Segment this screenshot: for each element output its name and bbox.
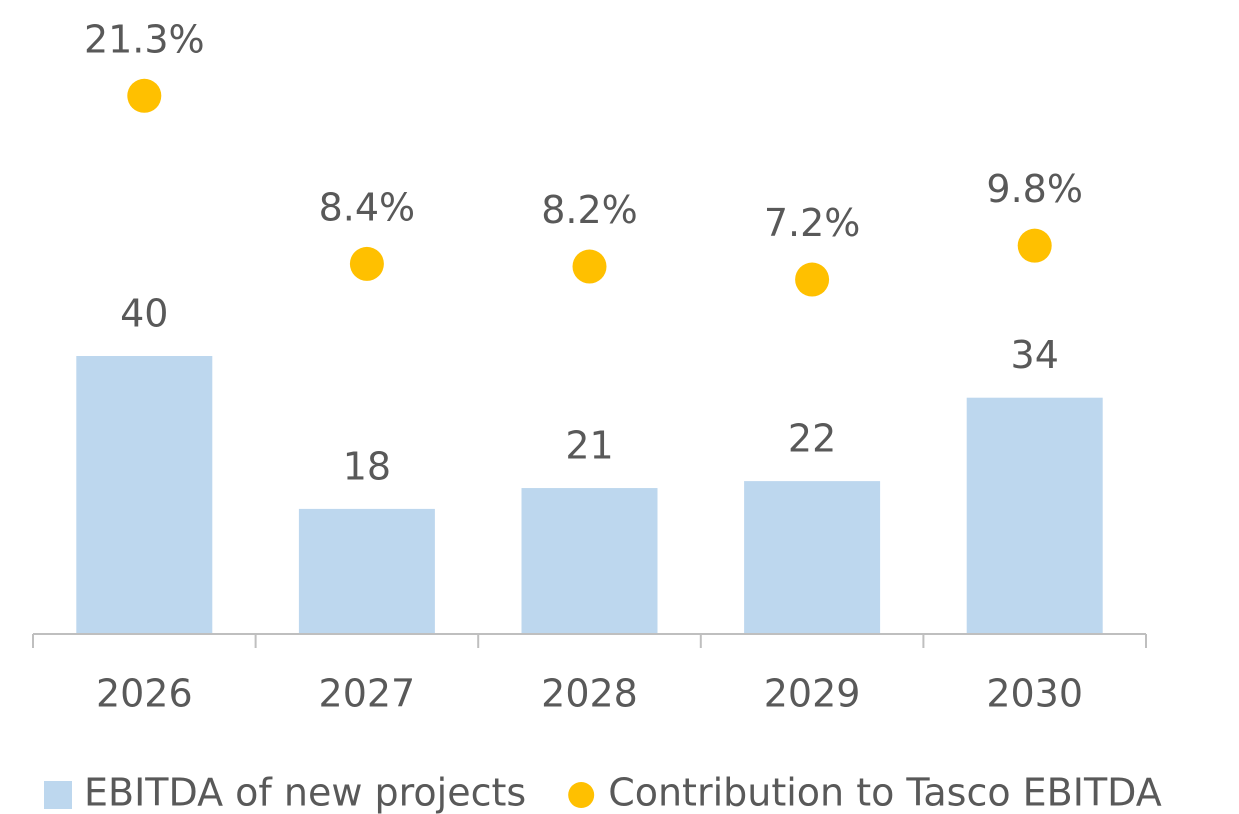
bar-value-label: 18 (343, 444, 391, 488)
dot-value-label: 7.2% (764, 201, 861, 245)
dot (127, 78, 162, 113)
dot (795, 262, 830, 297)
bar (76, 356, 213, 634)
x-tick-label: 2027 (319, 672, 416, 716)
x-tick-label: 2028 (541, 672, 638, 716)
dot (1017, 228, 1052, 263)
legend-swatch (568, 782, 595, 808)
legend-label: Contribution to Tasco EBITDA (608, 771, 1162, 814)
legend-label: EBITDA of new projects (84, 771, 526, 814)
bar-value-label: 40 (120, 292, 168, 336)
dot (572, 249, 607, 284)
x-tick-label: 2029 (764, 672, 861, 716)
bar (966, 397, 1103, 634)
dot-value-label: 9.8% (986, 167, 1083, 211)
bar-value-label: 22 (788, 417, 836, 461)
bar (521, 488, 658, 634)
bar-value-label: 34 (1011, 333, 1059, 377)
dot (349, 246, 384, 281)
bar (744, 481, 881, 634)
bar-value-label: 21 (565, 424, 613, 468)
dot-value-label: 8.4% (319, 185, 416, 229)
dot-value-label: 21.3% (84, 17, 205, 61)
legend-swatch (44, 781, 72, 809)
bar (298, 508, 435, 634)
x-tick-label: 2026 (96, 672, 193, 716)
dot-value-label: 8.2% (541, 188, 638, 232)
x-tick-label: 2030 (986, 672, 1083, 716)
